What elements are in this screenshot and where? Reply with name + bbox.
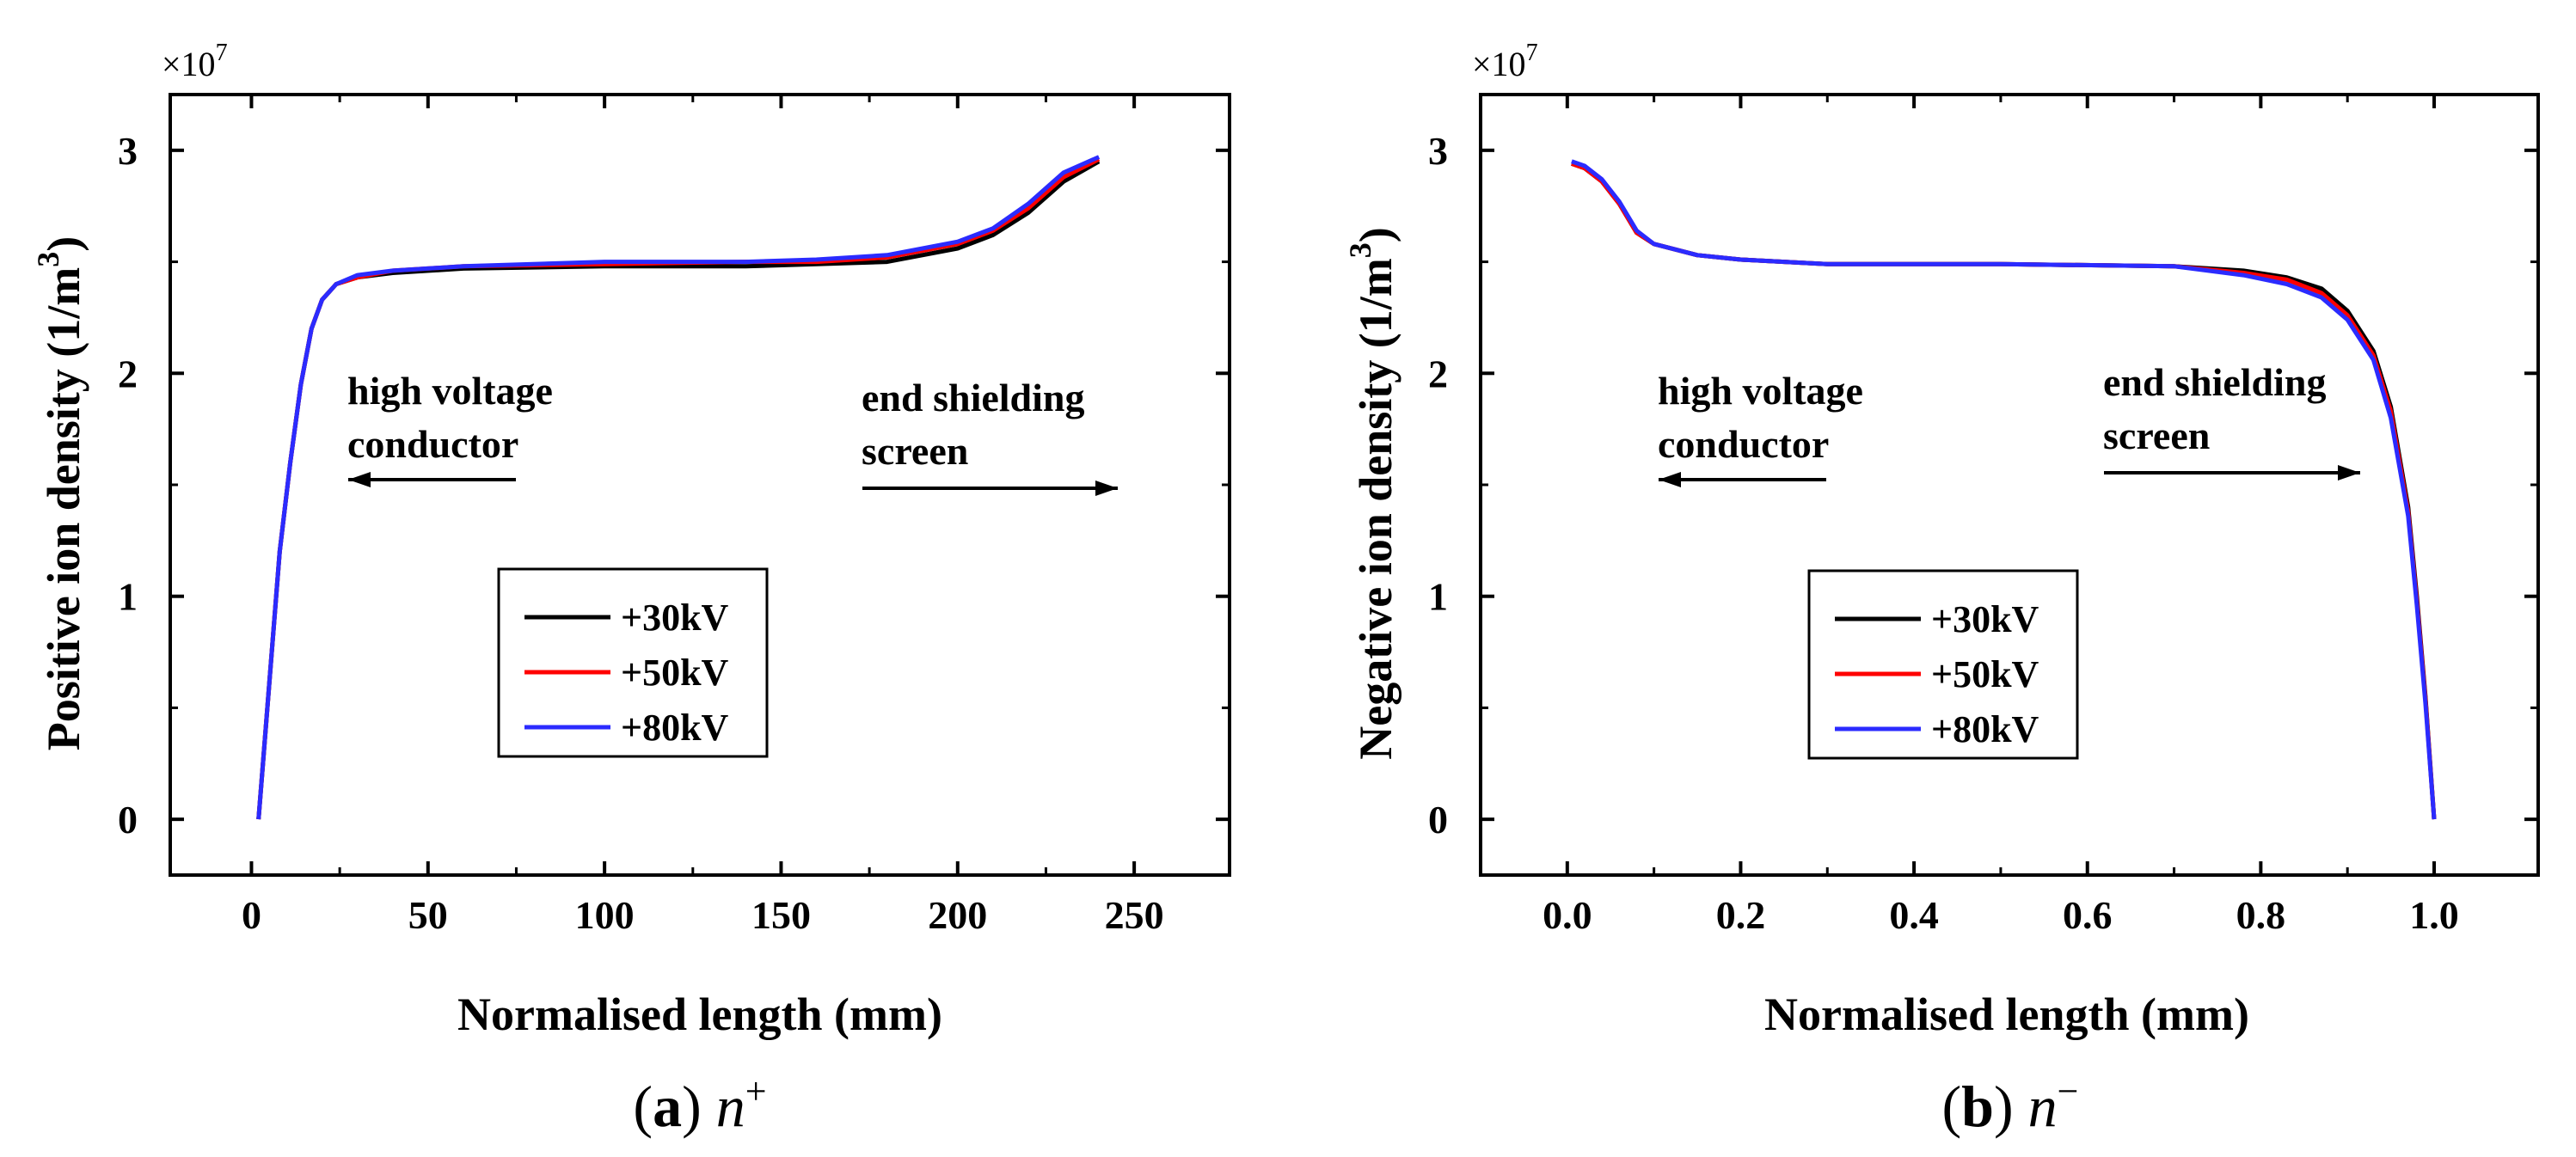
- caption-letter: b: [1961, 1074, 1994, 1139]
- caption-close: ): [1994, 1074, 2028, 1139]
- legend-label: +50kV: [1931, 653, 2039, 695]
- annotation-text: end shielding: [862, 376, 1085, 419]
- x-tick-label: 0.0: [1543, 893, 1592, 937]
- annotation-arrow-head: [1095, 481, 1118, 496]
- x-tick-label: 0.8: [2236, 893, 2286, 937]
- legend-label: +80kV: [1931, 708, 2039, 750]
- legend-label: +50kV: [621, 652, 729, 694]
- annotation-text: high voltage: [347, 369, 553, 413]
- plot-frame: [169, 93, 1231, 877]
- y-tick-label: 0: [1428, 798, 1448, 842]
- y-axis-label: Positive ion density (1/m3): [31, 236, 89, 750]
- x-tick-label: 250: [1105, 893, 1164, 937]
- chart-panel-a: 0 50 100 150 200 250 0 1 2 3 ×107 Normalised length…: [31, 40, 1231, 1139]
- caption-symbol: n: [716, 1074, 745, 1139]
- x-axis-label: Normalised length (mm): [1764, 989, 2249, 1040]
- annotation-arrow-head: [2338, 465, 2360, 481]
- multiplier-exponent: 7: [216, 40, 228, 66]
- caption-symbol: n: [2028, 1074, 2058, 1139]
- y-axis-label-sup: 3: [1343, 242, 1377, 258]
- y-tick-label: 1: [1428, 575, 1448, 619]
- annotation-text: screen: [862, 429, 968, 473]
- caption-close: ): [682, 1074, 716, 1139]
- x-tick-label: 150: [751, 893, 811, 937]
- y-axis-label-sup: 3: [31, 252, 65, 267]
- caption-open: (: [633, 1074, 653, 1139]
- panel-caption: (b) n−: [1942, 1070, 2079, 1139]
- y-tick-label: 0: [118, 798, 138, 842]
- legend-label: +30kV: [621, 597, 729, 639]
- y-axis-label-main: Positive ion density (1/m: [38, 267, 89, 751]
- series-line: [256, 155, 1101, 820]
- annotation-text: conductor: [347, 422, 518, 466]
- x-tick-label: 0: [242, 893, 261, 937]
- multiplier-exponent: 7: [1526, 40, 1538, 66]
- caption-open: (: [1942, 1074, 1962, 1139]
- legend-label: +30kV: [1931, 598, 2039, 640]
- y-axis-label-close: ): [38, 236, 89, 252]
- y-tick-label: 3: [1428, 129, 1448, 173]
- y-tick-label: 2: [1428, 352, 1448, 395]
- x-axis-label: Normalised length (mm): [457, 989, 942, 1040]
- y-tick-label: 2: [118, 352, 138, 395]
- x-tick-label: 0.4: [1889, 893, 1939, 937]
- y-multiplier: ×107: [162, 40, 228, 83]
- caption-sup: +: [745, 1070, 767, 1112]
- annotation-text: high voltage: [1658, 369, 1863, 413]
- caption-letter: a: [653, 1074, 682, 1139]
- x-tick-label: 0.6: [2063, 893, 2113, 937]
- y-axis-label-close: ): [1350, 227, 1401, 242]
- caption-sup: −: [2058, 1070, 2079, 1112]
- annotation-text: end shielding: [2103, 360, 2327, 404]
- x-tick-label: 100: [575, 893, 635, 937]
- y-tick-label: 3: [118, 129, 138, 173]
- legend-label: +80kV: [621, 707, 729, 749]
- series-line: [1571, 159, 2437, 820]
- y-axis-label: Negative ion density (1/m3): [1343, 227, 1401, 759]
- annotation-arrow-head: [1659, 472, 1681, 487]
- annotation-arrow-head: [348, 472, 371, 487]
- y-multiplier: ×107: [1472, 40, 1538, 83]
- annotation-text: conductor: [1658, 422, 1829, 466]
- annotation-text: screen: [2103, 413, 2210, 457]
- chart-panel-b: 0.0 0.2 0.4 0.6 0.8 1.0 0 1 2 3 ×107 Normalised len…: [1343, 40, 2540, 1139]
- y-tick-label: 1: [118, 575, 138, 619]
- x-tick-label: 50: [408, 893, 448, 937]
- y-axis-label-main: Negative ion density (1/m: [1350, 258, 1401, 759]
- x-tick-label: 0.2: [1716, 893, 1766, 937]
- x-tick-label: 1.0: [2409, 893, 2459, 937]
- panel-caption: (a) n+: [633, 1070, 766, 1139]
- x-tick-label: 200: [928, 893, 987, 937]
- multiplier-base: ×10: [1472, 45, 1526, 83]
- multiplier-base: ×10: [162, 45, 216, 83]
